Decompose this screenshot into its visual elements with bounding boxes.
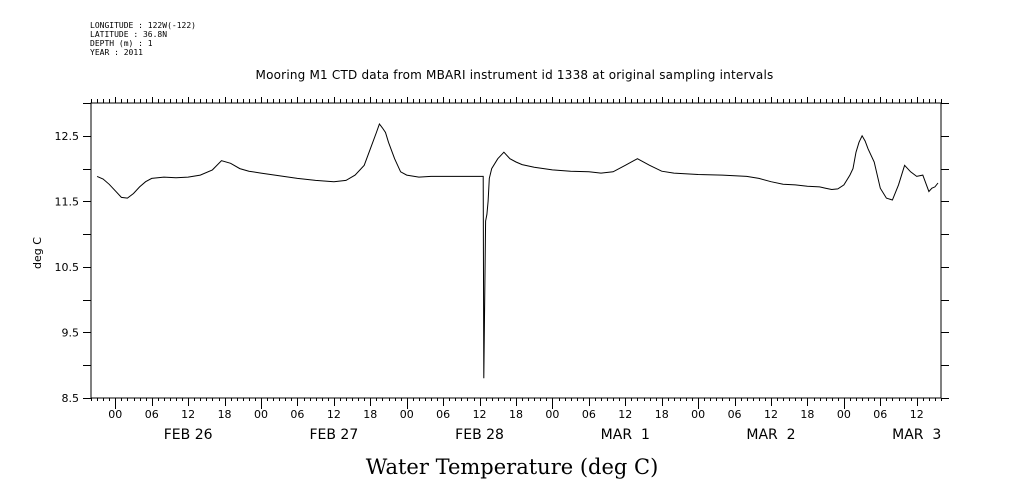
x-hour-tick-label: 12 bbox=[473, 408, 487, 421]
x-hour-tick-label: 06 bbox=[873, 408, 887, 421]
x-day-label: FEB 27 bbox=[309, 427, 358, 443]
plot-frame bbox=[90, 102, 942, 399]
x-hour-tick-label: 06 bbox=[436, 408, 450, 421]
x-hour-tick-label: 18 bbox=[800, 408, 814, 421]
x-axis-title: Water Temperature (deg C) bbox=[366, 455, 659, 479]
x-hour-tick-label: 18 bbox=[218, 408, 232, 421]
y-tick-label: 11.5 bbox=[55, 195, 80, 208]
x-hour-tick-label: 06 bbox=[728, 408, 742, 421]
latitude-text: LATITUDE : 36.8N bbox=[90, 30, 168, 39]
x-hour-tick-label: 18 bbox=[363, 408, 377, 421]
x-hour-tick-label: 00 bbox=[691, 408, 705, 421]
x-day-label: MAR 3 bbox=[892, 427, 941, 443]
depth-text: DEPTH (m) : 1 bbox=[90, 39, 153, 48]
chart-title: Mooring M1 CTD data from MBARI instrumen… bbox=[255, 68, 774, 82]
x-hour-tick-label: 00 bbox=[545, 408, 559, 421]
x-day-label: FEB 28 bbox=[455, 427, 504, 443]
year-text: YEAR : 2011 bbox=[90, 48, 143, 57]
y-tick-label: 10.5 bbox=[55, 261, 80, 274]
x-hour-tick-label: 18 bbox=[509, 408, 523, 421]
x-hour-tick-label: 00 bbox=[837, 408, 851, 421]
longitude-text: LONGITUDE : 122W(-122) bbox=[90, 21, 196, 30]
x-hour-tick-label: 06 bbox=[582, 408, 596, 421]
x-hour-tick-label: 00 bbox=[108, 408, 122, 421]
metadata-block: LONGITUDE : 122W(-122) LATITUDE : 36.8N … bbox=[90, 21, 196, 57]
x-hour-tick-label: 06 bbox=[145, 408, 159, 421]
x-hour-tick-label: 12 bbox=[910, 408, 924, 421]
temperature-series-line bbox=[96, 122, 939, 379]
x-hour-tick-label: 12 bbox=[764, 408, 778, 421]
x-hour-tick-label: 18 bbox=[655, 408, 669, 421]
x-day-label: MAR 2 bbox=[746, 427, 795, 443]
x-hour-tick-label: 00 bbox=[400, 408, 414, 421]
y-tick-label: 12.5 bbox=[55, 130, 80, 143]
x-day-label: FEB 26 bbox=[164, 427, 213, 443]
x-day-label: MAR 1 bbox=[601, 427, 650, 443]
y-tick-label: 8.5 bbox=[62, 392, 80, 405]
x-hour-tick-label: 12 bbox=[618, 408, 632, 421]
y-axis-label: deg C bbox=[31, 237, 44, 269]
x-hour-tick-label: 06 bbox=[290, 408, 304, 421]
y-tick-label: 9.5 bbox=[62, 326, 80, 339]
x-hour-tick-label: 12 bbox=[181, 408, 195, 421]
x-hour-tick-label: 00 bbox=[254, 408, 268, 421]
x-hour-tick-label: 12 bbox=[327, 408, 341, 421]
